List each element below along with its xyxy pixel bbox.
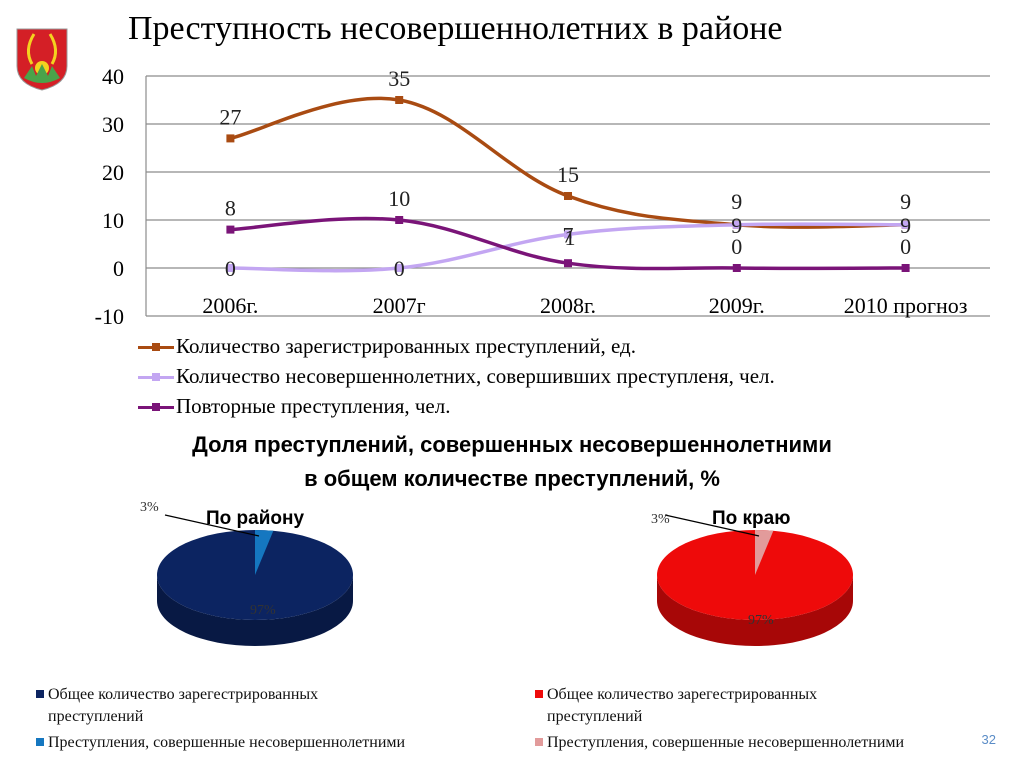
data-point [732, 264, 741, 272]
data-point [564, 230, 572, 239]
data-point [395, 264, 404, 272]
data-point [901, 220, 910, 229]
data-point [226, 225, 235, 234]
legend-swatch [535, 690, 543, 698]
coat-of-arms-emblem [14, 26, 70, 92]
pie-section-title: Доля преступлений, совершенных несоверше… [0, 428, 1024, 496]
data-label: 9 [900, 213, 911, 238]
data-label: 9 [731, 213, 742, 238]
y-tick-label: -10 [95, 304, 124, 329]
data-point [395, 96, 404, 104]
data-label: 35 [388, 66, 410, 91]
legend-label: Преступления, совершенные несовершенноле… [547, 734, 905, 751]
pie-leader-line [164, 514, 260, 537]
pie-legend-item-juvenile: Преступления, совершенные несовершенноле… [535, 732, 995, 754]
legend-label: Общее количество зарегестрированных [547, 686, 818, 703]
pie-label-minor-region: 3% [651, 512, 670, 527]
pie-label-minor-district: 3% [140, 500, 159, 515]
data-point [395, 216, 404, 224]
pie-section-title-line2: в общем количестве преступлений, % [304, 466, 720, 491]
pie-leader-line [664, 514, 760, 537]
legend-swatch [36, 690, 44, 698]
pie-title-district: По району [206, 508, 305, 529]
legend-swatch [36, 738, 44, 746]
data-label: 8 [225, 196, 236, 221]
data-point [226, 134, 235, 143]
y-tick-label: 40 [102, 64, 124, 89]
page-number: 32 [981, 732, 996, 747]
pie-chart-district [157, 514, 353, 646]
x-tick-label: 2007г [373, 293, 426, 318]
legend-label-continuation: преступлений [48, 708, 144, 725]
data-label: 0 [900, 234, 911, 259]
data-label: 1 [565, 225, 576, 250]
legend-entry-juvenile-offenders: Количество несовершеннолетних, совершивш… [138, 364, 775, 389]
legend-label: Количество зарегистрированных преступлен… [176, 334, 636, 358]
data-label: 9 [900, 189, 911, 214]
y-tick-label: 10 [102, 208, 124, 233]
legend-swatch [138, 400, 174, 414]
slide-title: Преступность несовершеннолетних в районе [128, 10, 783, 47]
y-tick-label: 20 [102, 160, 124, 185]
pie-chart-region [657, 514, 853, 646]
legend-label: Повторные преступления, чел. [176, 394, 451, 418]
legend-entry-repeat-crimes: Повторные преступления, чел. [138, 394, 450, 419]
data-point [732, 220, 741, 229]
data-label: 27 [219, 104, 241, 129]
x-tick-label: 2010 прогноз [844, 293, 968, 318]
data-label: 7 [563, 222, 574, 247]
legend-label: Количество несовершеннолетних, совершивш… [176, 364, 775, 388]
data-label: 0 [731, 234, 742, 259]
pie-title-region: По краю [712, 508, 791, 529]
data-label: 15 [557, 162, 579, 187]
data-label: 9 [731, 189, 742, 214]
data-label: 0 [225, 256, 236, 281]
legend-swatch [138, 370, 174, 384]
pie-label-major-district: 97% [250, 603, 276, 618]
x-tick-label: 2008г. [540, 293, 596, 318]
x-tick-label: 2006г. [202, 293, 258, 318]
pie-label-major-region: 97% [748, 613, 774, 628]
pie-slice-minor [755, 530, 774, 575]
pie-legend-district: Общее количество зарегестрированных прес… [36, 684, 506, 754]
data-point [901, 264, 910, 272]
pie-legend-item-juvenile: Преступления, совершенные несовершенноле… [36, 732, 506, 754]
data-label: 10 [388, 186, 410, 211]
legend-swatch [535, 738, 543, 746]
data-label: 0 [394, 256, 405, 281]
y-tick-label: 30 [102, 112, 124, 137]
x-tick-label: 2009г. [709, 293, 765, 318]
pie-slice-minor [255, 530, 274, 575]
data-point [226, 264, 235, 272]
y-tick-label: 0 [113, 256, 124, 281]
legend-label: Общее количество зарегестрированных [48, 686, 319, 703]
pie-legend-region: Общее количество зарегестрированных прес… [535, 684, 995, 754]
legend-entry-registered-crimes: Количество зарегистрированных преступлен… [138, 334, 636, 359]
pie-legend-item-total: Общее количество зарегестрированных [36, 684, 506, 706]
data-point [564, 192, 572, 200]
legend-label-continuation: преступлений [547, 708, 643, 725]
data-point [564, 259, 572, 268]
legend-label: Преступления, совершенные несовершенноле… [48, 734, 406, 751]
legend-swatch [138, 340, 174, 354]
pie-side [657, 575, 853, 646]
pie-side [157, 575, 353, 646]
pie-legend-item-total: Общее количество зарегестрированных [535, 684, 995, 706]
pie-section-title-line1: Доля преступлений, совершенных несоверше… [192, 432, 832, 457]
